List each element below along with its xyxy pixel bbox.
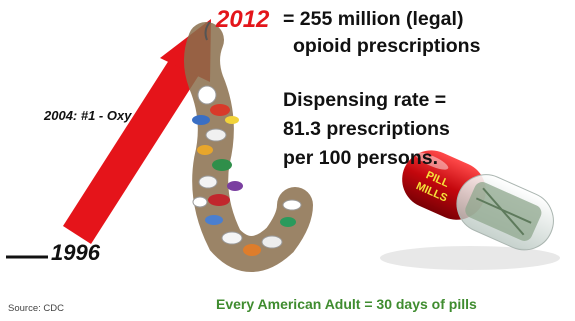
start-year: 1996 [51, 240, 100, 265]
pill-hook-image [184, 21, 313, 272]
headline-line2: opioid prescriptions [293, 35, 481, 57]
pill-mills-capsule [380, 150, 560, 270]
oxy-annotation: 2004: #1 - Oxy [44, 108, 132, 123]
headline-line1: = 255 million (legal) [283, 8, 464, 30]
dispensing-rate: Dispensing rate = 81.3 prescriptions per… [283, 86, 450, 173]
rate-line3: per 100 persons. [283, 147, 438, 169]
source-credit: Source: CDC [8, 303, 64, 314]
headline-year: 2012 [216, 6, 270, 33]
rate-line2: 81.3 prescriptions [283, 118, 450, 140]
footer-statement: Every American Adult = 30 days of pills [216, 296, 477, 312]
headline-text: = 255 million (legal) opioid prescriptio… [283, 6, 480, 60]
rate-line1: Dispensing rate = [283, 89, 447, 111]
